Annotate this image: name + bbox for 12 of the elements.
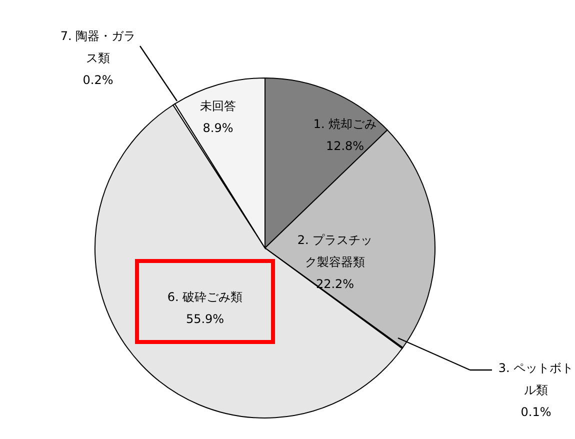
slice-label: 未回答 xyxy=(200,99,236,113)
data-label: 8.9% xyxy=(202,121,234,135)
slice-label: 2. プラスチック製容器類 xyxy=(297,233,373,269)
data-label: 0.2% xyxy=(82,73,114,87)
data-label: 0.1% xyxy=(520,405,552,419)
data-label: 55.9% xyxy=(186,312,224,326)
slice-label: 6. 破砕ごみ類 xyxy=(167,290,243,304)
slice-label: 7. 陶器・ガラス類 xyxy=(60,29,136,65)
slice-label: 1. 焼却ごみ xyxy=(313,117,377,131)
data-label: 12.8% xyxy=(326,139,364,153)
data-label: 22.2% xyxy=(316,277,354,291)
legend-label: 3. ペットボトル類 xyxy=(498,361,574,397)
